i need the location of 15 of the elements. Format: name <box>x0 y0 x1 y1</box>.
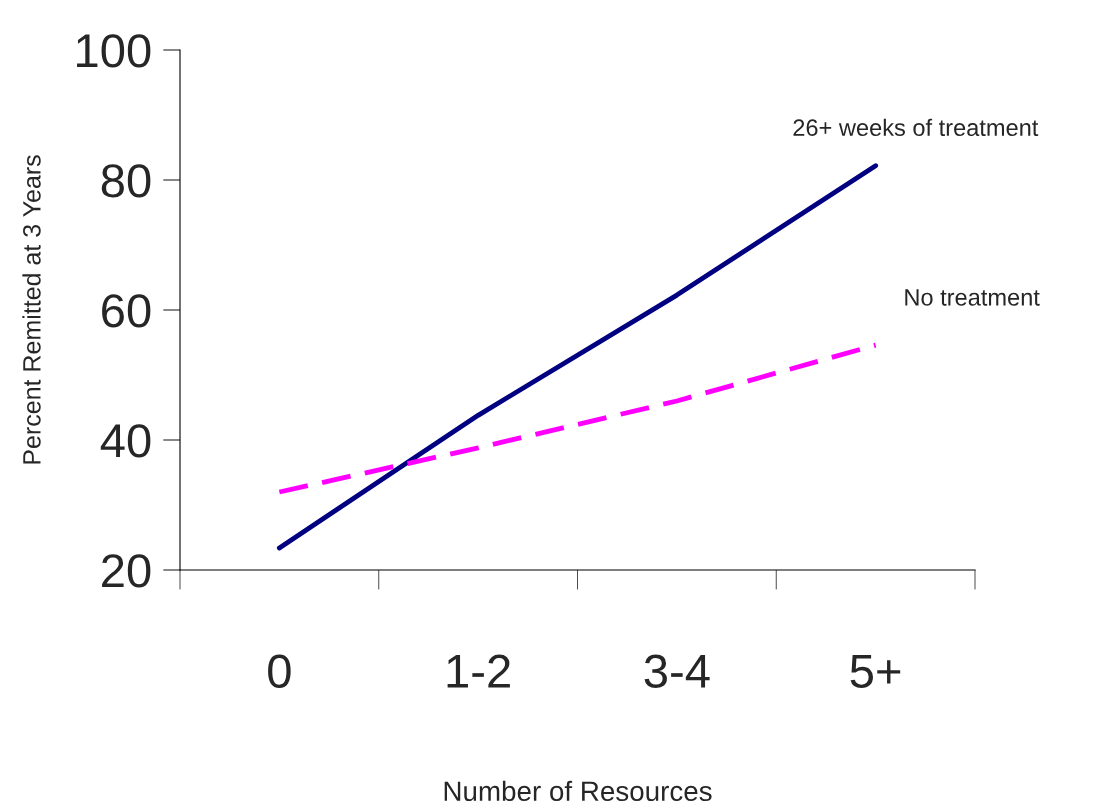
y-tick-label: 40 <box>100 424 151 458</box>
line-series <box>276 342 879 495</box>
y-tick-label: 80 <box>101 164 151 198</box>
text: 26+ weeks of treatment <box>793 118 1039 137</box>
x-tick-label: 0 <box>268 654 291 689</box>
line-series <box>276 163 879 551</box>
x-axis-title: Number of Resources <box>444 780 712 802</box>
text: No treatment <box>905 289 1040 306</box>
y-tick-label: 20 <box>102 554 151 588</box>
y-tick-label: 100 <box>77 34 151 68</box>
y-tick-label: 60 <box>102 294 151 328</box>
y-axis-title: Percent Remitted at 3 Years <box>22 155 41 464</box>
x-tick-label: 3-4 <box>644 654 710 689</box>
x-tick-label: 1-2 <box>447 654 510 688</box>
x-tick-label: 5+ <box>850 655 901 689</box>
